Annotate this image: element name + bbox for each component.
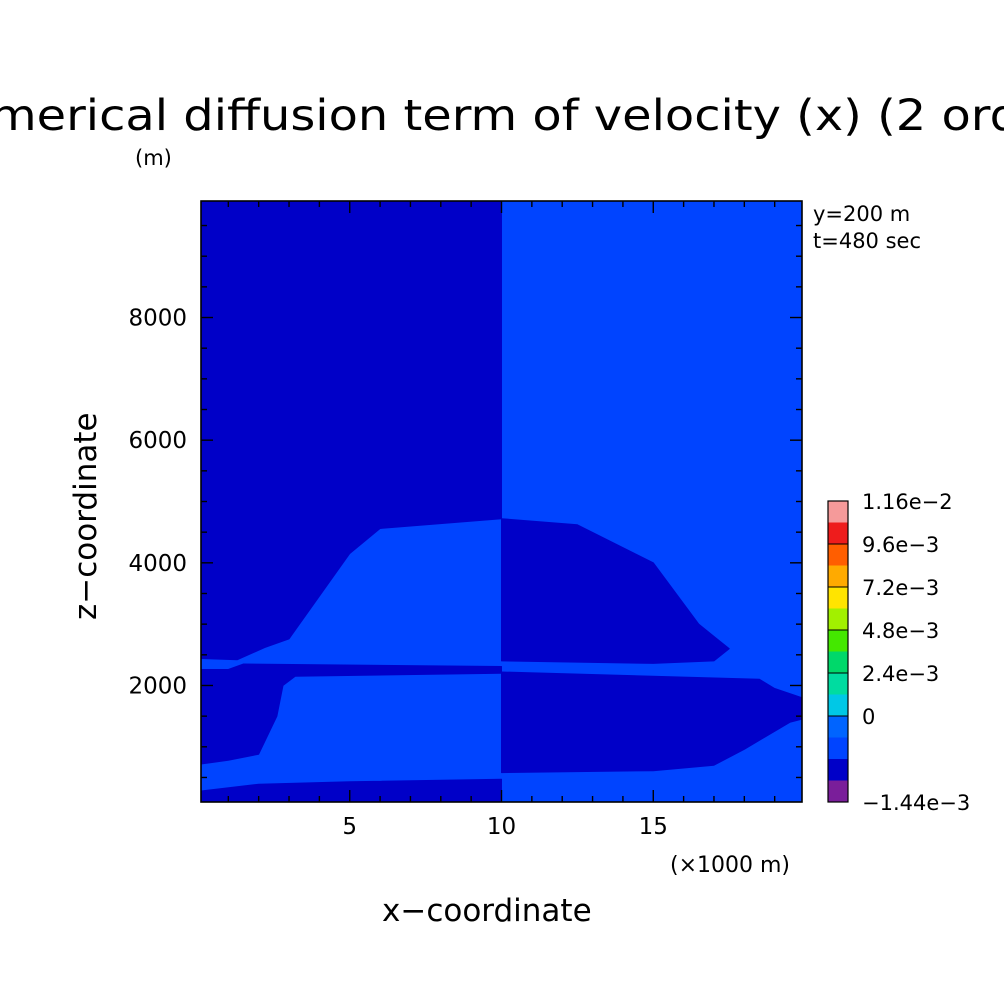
colorbar-swatch (828, 716, 848, 738)
y-tick-label: 2000 (128, 673, 187, 699)
region-4 (501, 518, 730, 664)
chart-title: merical diffusion term of velocity (x) (… (0, 91, 1004, 141)
colorbar-swatch (828, 522, 848, 545)
y-tick-label: 6000 (128, 428, 187, 454)
colorbar-label: 7.2e−3 (862, 576, 939, 600)
colorbar-swatch (828, 587, 848, 609)
axis-ticks (201, 201, 802, 802)
tick-labels: 5 10 15 2000 4000 6000 8000 (128, 306, 667, 840)
colorbar-swatch (828, 694, 848, 717)
colorbar-label: 4.8e−3 (862, 619, 939, 643)
annotation-t: t=480 sec (813, 229, 921, 253)
region-1 (200, 663, 502, 765)
annotation-y: y=200 m (813, 202, 910, 226)
plot-area (200, 200, 803, 803)
y-tick-label: 4000 (128, 551, 187, 577)
colorbar (827, 500, 849, 803)
colorbar-swatch (828, 651, 848, 674)
x-unit-label: (×1000 m) (670, 853, 790, 878)
colorbar-swatch (828, 501, 848, 523)
colorbar-label: 2.4e−3 (862, 662, 939, 686)
colorbar-swatch (828, 759, 848, 781)
x-tick-label: 10 (487, 814, 516, 840)
colorbar-swatch (828, 780, 848, 803)
colorbar-swatch (828, 565, 848, 588)
colorbar-swatch (828, 630, 848, 652)
y-unit-label: (m) (135, 146, 172, 170)
colorbar-label: 1.16e−2 (862, 490, 953, 514)
x-tick-label: 15 (639, 814, 668, 840)
colorbar-swatch (828, 544, 848, 566)
colorbar-swatch (828, 608, 848, 631)
colorbar-label: −1.44e−3 (862, 791, 970, 815)
colorbar-swatch (828, 737, 848, 760)
y-tick-label: 8000 (128, 306, 187, 332)
colorbar-swatch (828, 673, 848, 695)
x-tick-label: 5 (342, 814, 357, 840)
x-axis-label: x−coordinate (382, 893, 592, 929)
y-axis-label: z−coordinate (68, 412, 104, 620)
colorbar-label: 9.6e−3 (862, 533, 939, 557)
colorbar-labels: 1.16e−2 9.6e−3 7.2e−3 4.8e−3 2.4e−3 0 −1.44e−3 (862, 490, 970, 815)
colorbar-label: 0 (862, 705, 875, 729)
